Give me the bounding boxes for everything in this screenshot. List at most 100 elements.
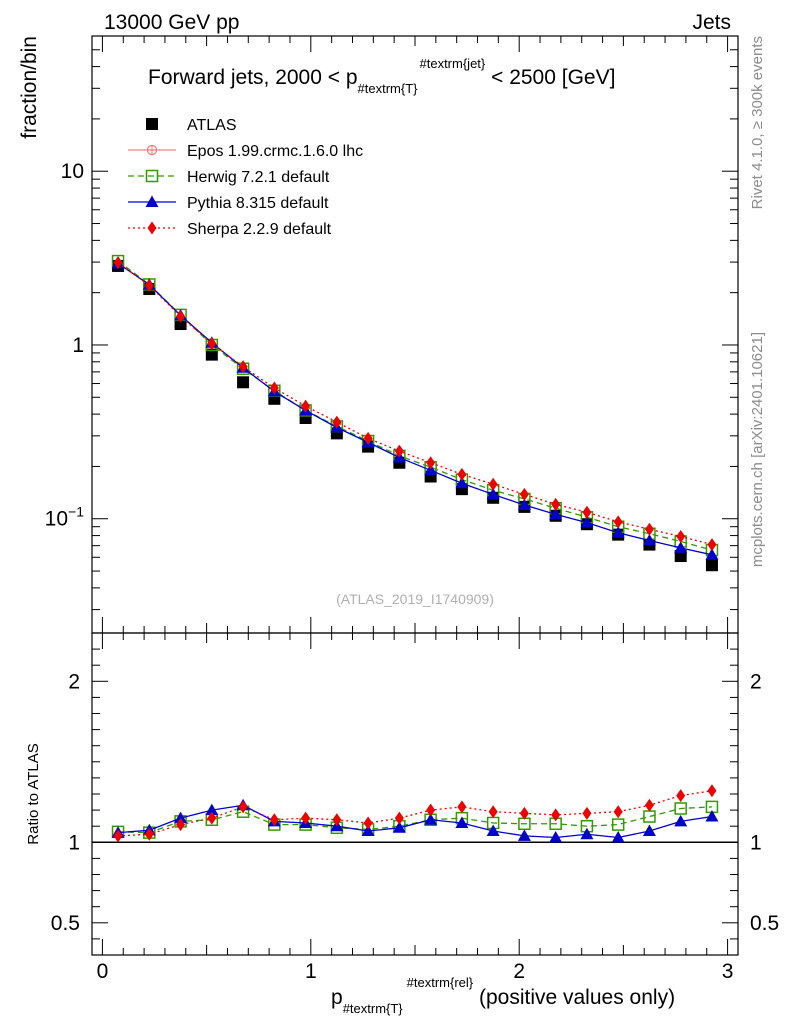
sherpa-ratio-point — [363, 816, 373, 830]
y-tick-label: 10−1 — [45, 504, 85, 531]
x-tick-label: 2 — [513, 960, 525, 983]
atlas-point — [705, 559, 718, 572]
sherpa-point — [519, 487, 529, 501]
pythia-ratio-point — [486, 824, 500, 837]
sherpa-main-line — [117, 262, 713, 546]
legend-marker-epos — [146, 144, 158, 156]
ratio-y-tick-label: 1 — [68, 831, 80, 854]
sherpa-ratio-point — [113, 829, 123, 843]
y-tick-label: 1 — [72, 334, 84, 357]
sherpa-ratio-point — [644, 798, 654, 812]
sherpa-point — [207, 336, 217, 350]
sherpa-point — [676, 530, 686, 544]
title-sup: #textrm{jet} — [420, 56, 486, 71]
sherpa-ratio-point — [551, 808, 561, 822]
sherpa-ratio-line — [118, 790, 713, 837]
sherpa-point — [582, 505, 592, 519]
pythia-ratio-point — [205, 803, 219, 816]
herwig-ratio-point — [611, 818, 625, 831]
ratio-y-tick-label-right: 0.5 — [750, 912, 779, 935]
x-axis-label: p#textrm{T}#textrm{rel} (positive values… — [331, 975, 675, 1016]
sherpa-point — [426, 456, 436, 470]
chart-title: Forward jets, 2000 < p#textrm{T}#textrm{… — [148, 56, 615, 96]
sherpa-ratio-point — [519, 806, 529, 820]
ratio-plot-frame — [91, 632, 739, 956]
analysis-watermark: (ATLAS_2019_I1740909) — [336, 591, 494, 607]
legend-label-herwig: Herwig 7.2.1 default — [187, 169, 330, 186]
sherpa-ratio-point — [176, 818, 186, 832]
pythia-ratio-point — [549, 830, 563, 843]
sherpa-ratio-point — [613, 805, 623, 819]
sherpa-point — [301, 399, 311, 413]
header-jets: Jets — [692, 11, 731, 34]
pythia-point — [674, 541, 688, 553]
x-tick-label: 3 — [722, 960, 734, 983]
sherpa-point — [644, 522, 654, 536]
pythia-point — [642, 533, 656, 546]
sherpa-point — [238, 360, 248, 374]
title-rest: < 2500 [GeV] — [485, 66, 615, 89]
sherpa-point — [551, 497, 561, 511]
sherpa-point — [363, 431, 373, 445]
pythia-ratio-point — [580, 827, 594, 840]
legend-label-sherpa: Sherpa 2.2.9 default — [187, 221, 332, 238]
ratio-y-tick-label: 0.5 — [51, 912, 80, 935]
pythia-point — [455, 476, 469, 489]
pythia-point — [580, 516, 594, 528]
pythia-ratio-point — [174, 811, 188, 824]
pythia-ratio-point — [517, 829, 531, 841]
legend-label-epos: Epos 1.99.crmc.1.6.0 lhc — [187, 143, 363, 160]
legend-marker-sherpa — [147, 221, 157, 235]
sherpa-point — [707, 538, 717, 552]
xlabel-main: p — [331, 986, 343, 1009]
ratio-y-tick-label-right: 1 — [750, 831, 762, 854]
ratio-y-tick-label-right: 2 — [750, 670, 762, 693]
sherpa-point — [269, 381, 279, 395]
sherpa-ratio-point — [301, 811, 311, 825]
sherpa-ratio-point — [582, 806, 592, 820]
sherpa-ratio-point — [488, 805, 498, 819]
mcplots-label: mcplots.cern.ch [arXiv:2401.10621] — [749, 332, 766, 567]
sherpa-ratio-point — [207, 811, 217, 825]
herwig-ratio-point — [674, 802, 687, 815]
y-axis-label: fraction/bin — [18, 36, 41, 139]
sherpa-point — [394, 444, 404, 458]
atlas-point — [237, 376, 250, 389]
sherpa-ratio-point — [426, 803, 436, 817]
pythia-point — [611, 526, 625, 538]
pythia-ratio-point — [455, 816, 469, 828]
pythia-ratio-line — [117, 804, 713, 839]
sherpa-ratio-point — [144, 827, 154, 841]
sherpa-ratio-point — [707, 784, 717, 798]
pythia-point — [424, 463, 438, 476]
sherpa-point — [488, 477, 498, 491]
pythia-ratio-point — [611, 830, 625, 843]
legend-label-pythia: Pythia 8.315 default — [187, 195, 329, 212]
sherpa-ratio-point — [676, 789, 686, 803]
rivet-label: Rivet 4.1.0, ≥ 300k events — [749, 36, 766, 209]
sherpa-point — [613, 515, 623, 529]
header-energy: 13000 GeV pp — [104, 11, 239, 34]
sherpa-point — [113, 256, 123, 270]
herwig-ratio-point — [643, 810, 656, 823]
sherpa-point — [457, 467, 467, 481]
pythia-ratio-point — [674, 814, 688, 827]
sherpa-ratio-point — [332, 813, 342, 827]
x-tick-label: 0 — [97, 960, 109, 983]
pythia-point — [705, 548, 719, 560]
ratio-y-tick-label: 2 — [68, 670, 80, 693]
atlas-point — [674, 550, 687, 563]
atlas-point — [205, 348, 218, 361]
sherpa-point — [144, 278, 154, 292]
legend-marker-pythia — [145, 195, 159, 207]
ratio-y-axis-label: Ratio to ATLAS — [25, 743, 42, 844]
sherpa-ratio-point — [457, 800, 467, 814]
herwig-main-line — [117, 260, 713, 551]
pythia-ratio-point — [392, 821, 406, 833]
sherpa-ratio-point — [238, 800, 248, 814]
xlabel-rest: (positive values only) — [473, 986, 675, 1009]
x-tick-label: 1 — [305, 960, 317, 983]
y-tick-label: 10 — [61, 160, 84, 183]
pythia-point — [549, 507, 563, 520]
